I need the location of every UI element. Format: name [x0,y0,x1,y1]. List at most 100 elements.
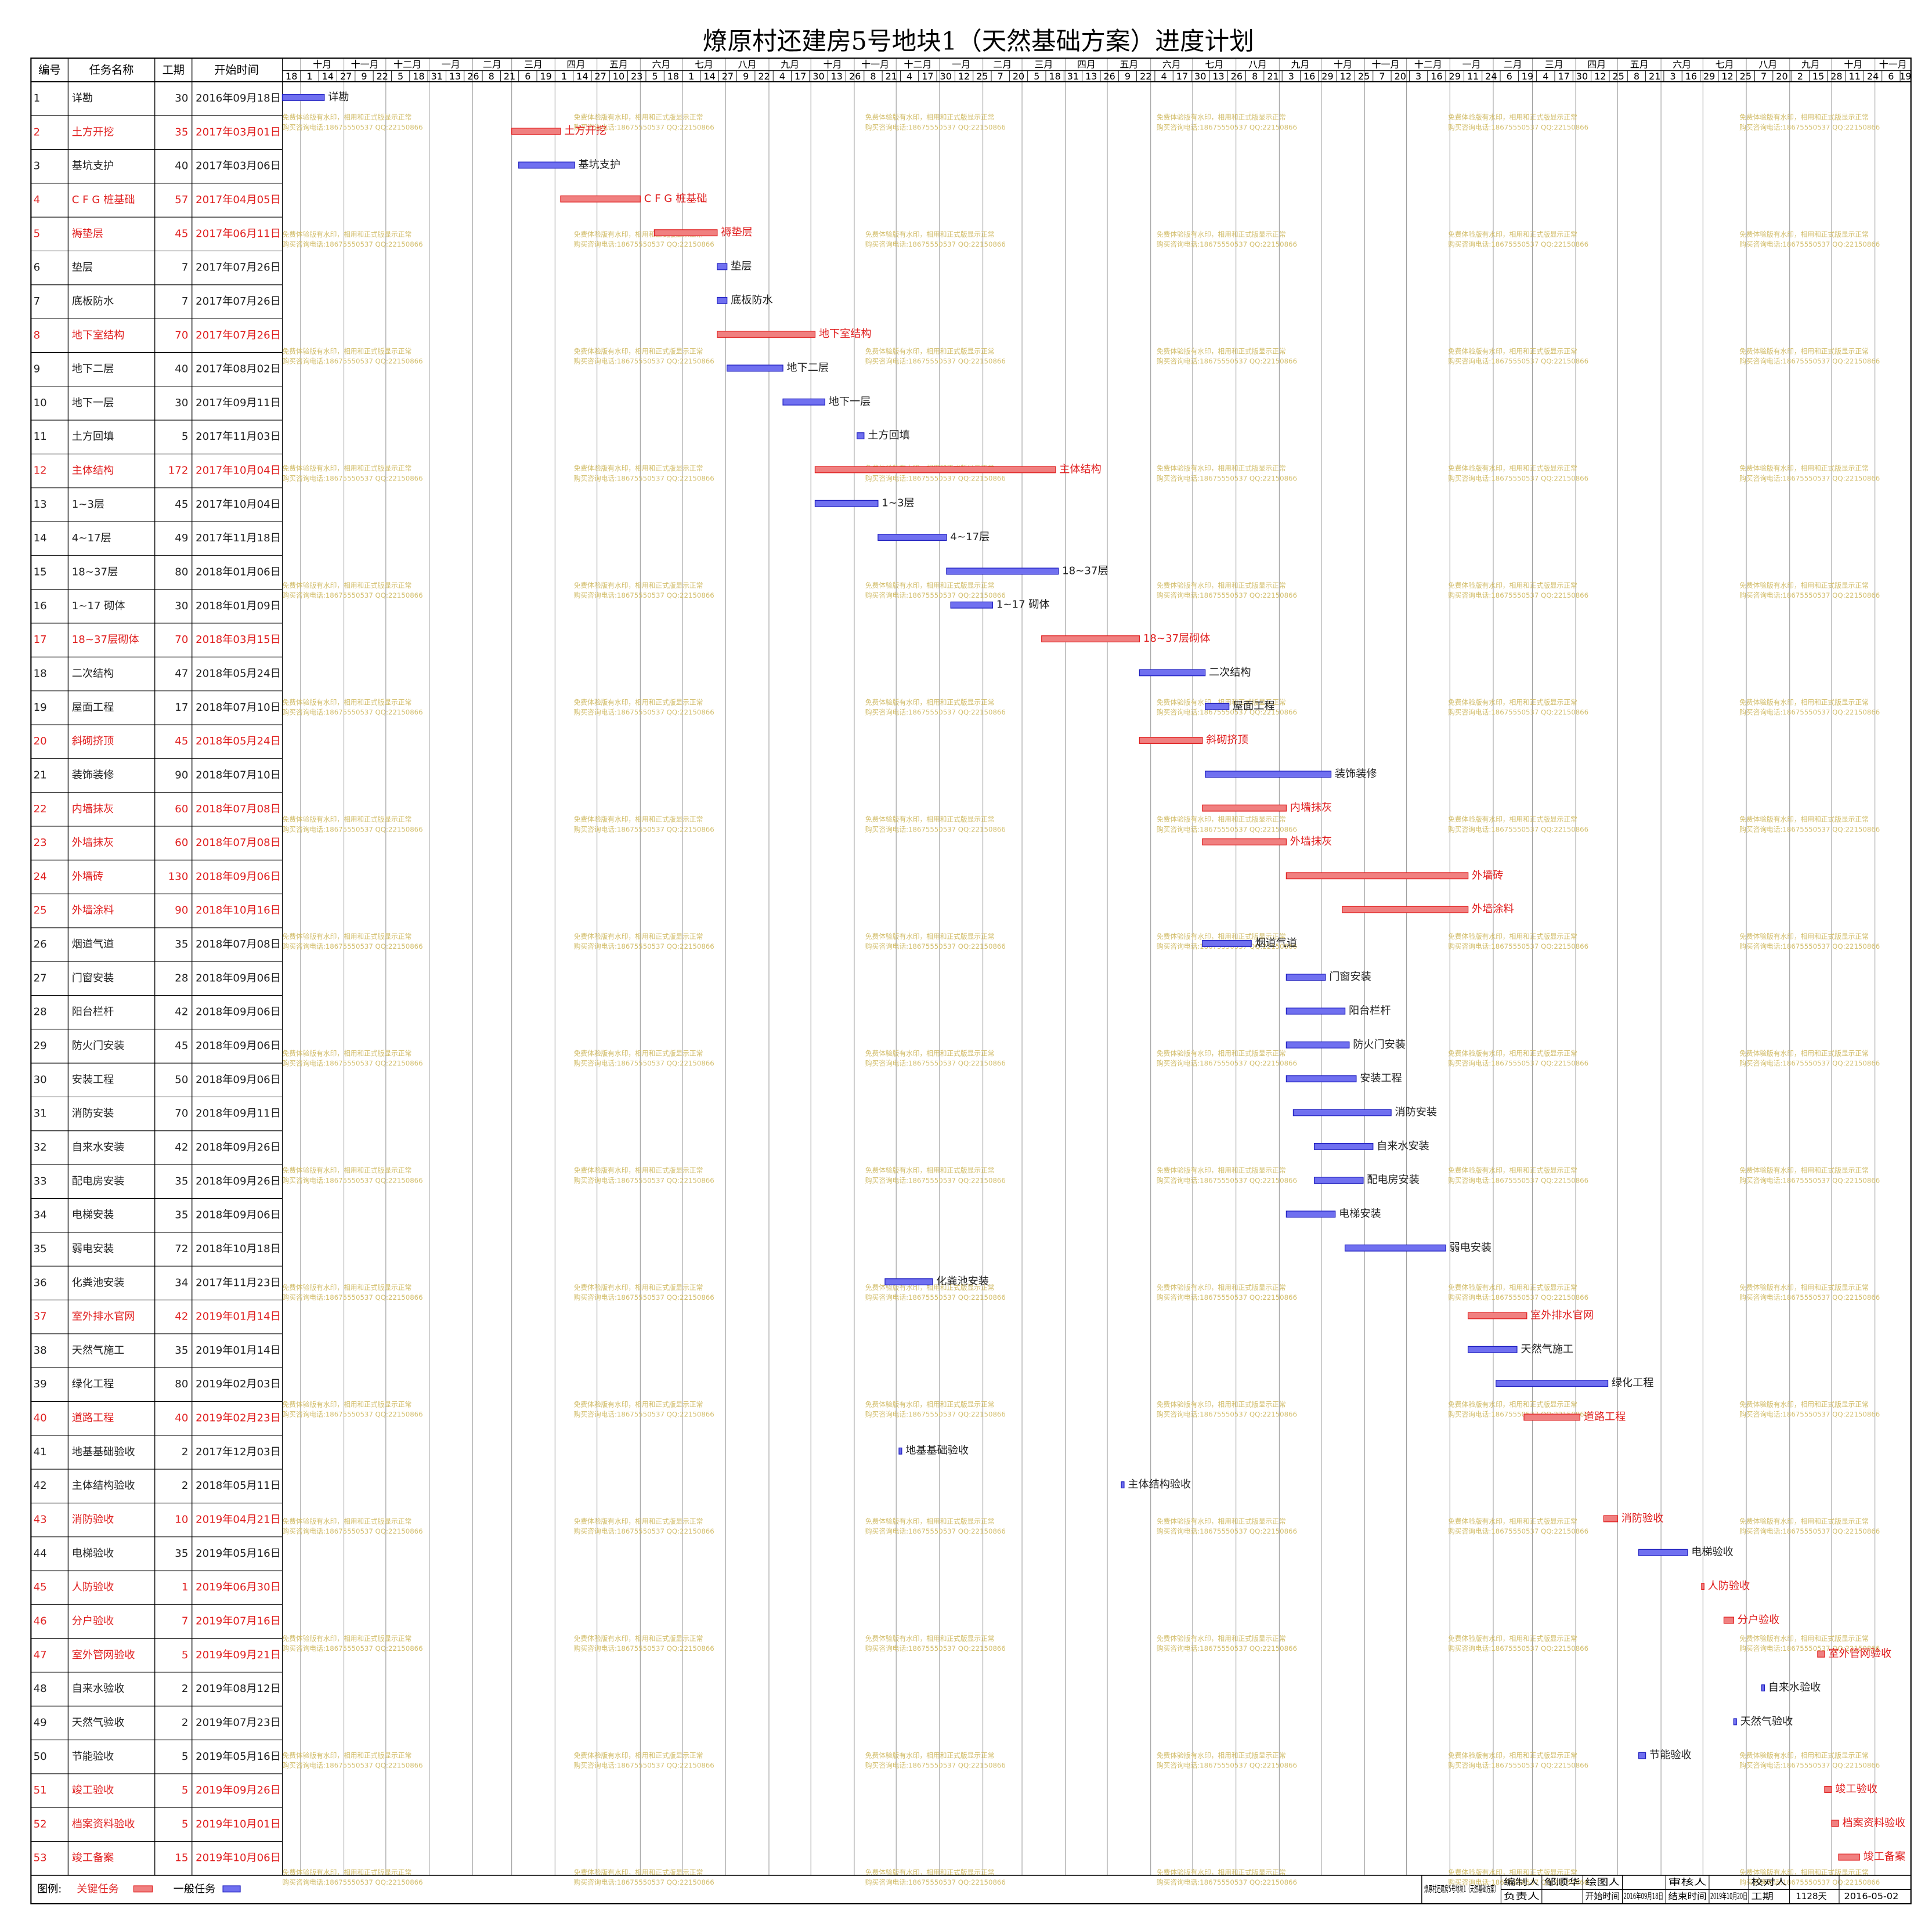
task-start: 2018年01月09日 [196,600,281,612]
bar-label: 档案资料验收 [1842,1817,1905,1829]
task-duration: 5 [182,1818,189,1830]
task-duration: 7 [182,1615,189,1628]
task-start: 2017年11月18日 [196,532,281,544]
task-name: 道路工程 [72,1412,114,1424]
watermark: 免费体验版有水印，相用和正式版显示正常 [1448,1050,1577,1058]
day-label: 24 [1867,71,1879,82]
task-id: 18 [34,667,47,679]
info-text: 工期 [1751,1891,1773,1901]
watermark: 购买咨询电话:18675550537 QQ:22150866 [865,1527,1006,1535]
task-id: 35 [34,1243,47,1255]
task-duration: 35 [175,1175,188,1187]
day-label: 12 [1594,71,1606,82]
task-name: 二次结构 [72,667,114,679]
watermark: 购买咨询电话:18675550537 QQ:22150866 [865,1644,1006,1653]
normal-bar [1292,1109,1392,1116]
watermark: 免费体验版有水印，相用和正式版显示正常 [1739,113,1869,121]
watermark: 购买咨询电话:18675550537 QQ:22150866 [1157,825,1297,833]
task-id: 28 [34,1006,47,1018]
watermark: 免费体验版有水印，相用和正式版显示正常 [574,1283,703,1292]
watermark: 免费体验版有水印，相用和正式版显示正常 [865,1283,995,1292]
watermark: 免费体验版有水印，相用和正式版显示正常 [574,1401,703,1409]
bar-label: 主体结构 [1059,463,1102,475]
day-label: 30 [1194,71,1206,82]
watermark: 购买咨询电话:18675550537 QQ:22150866 [574,1644,714,1653]
column-header: 任务名称 [89,63,134,77]
normal-bar [1496,1380,1609,1387]
watermark: 购买咨询电话:18675550537 QQ:22150866 [1739,708,1880,717]
task-start: 2018年05月11日 [196,1480,281,1492]
watermark: 购买咨询电话:18675550537 QQ:22150866 [865,474,1006,482]
day-label: 29 [1449,71,1461,82]
watermark: 免费体验版有水印，相用和正式版显示正常 [574,113,703,121]
bar-label: 阳台栏杆 [1349,1005,1391,1017]
task-duration: 45 [175,227,188,240]
task-id: 42 [34,1480,47,1492]
normal-bar [281,93,325,101]
bar-label: 安装工程 [1360,1072,1402,1084]
grid [282,58,1901,1875]
day-label: 26 [849,71,861,82]
task-start: 2018年07月08日 [196,938,281,950]
day-label: 27 [340,71,352,82]
month-label: 十一月 [1371,59,1399,70]
watermark: 免费体验版有水印，相用和正式版显示正常 [865,1166,995,1174]
task-duration: 80 [175,1378,188,1390]
task-start: 2017年07月26日 [196,329,281,341]
task-name: 绿化工程 [72,1378,114,1390]
normal-bar [518,161,575,169]
task-start: 2018年07月10日 [196,702,281,714]
critical-bar [1139,737,1203,744]
task-id: 14 [34,532,47,544]
task-start: 2016年09月18日 [196,92,281,104]
day-label: 9 [361,71,367,82]
task-start: 2017年11月03日 [196,431,281,443]
watermark: 免费体验版有水印，相用和正式版显示正常 [1448,1868,1577,1876]
task-duration: 45 [175,1040,188,1052]
task-name: 天然气验收 [72,1716,125,1729]
info-text: 邹顺华 [1544,1877,1580,1888]
watermark: 购买咨询电话:18675550537 QQ:22150866 [283,1762,423,1770]
day-label: 5 [652,71,658,82]
task-start: 2018年01月06日 [196,566,281,578]
day-label: 20 [1013,71,1024,82]
month-label: 一月 [952,59,970,70]
watermark: 免费体验版有水印，相用和正式版显示正常 [283,1166,412,1174]
info-text: 2019年10月20日 [1710,1891,1747,1901]
day-label: 5 [398,71,403,82]
normal-bar [782,398,825,406]
watermark: 购买咨询电话:18675550537 QQ:22150866 [574,474,714,482]
bar-label: 1~3层 [882,497,914,509]
day-label: 21 [886,71,897,82]
task-name: 竣工验收 [72,1784,114,1796]
watermark: 免费体验版有水印，相用和正式版显示正常 [1448,230,1577,238]
task-id: 26 [34,938,47,950]
day-label: 1 [561,71,567,82]
bar-label: 18~37层 [1062,565,1108,577]
watermark: 购买咨询电话:18675550537 QQ:22150866 [1157,591,1297,599]
watermark: 免费体验版有水印，相用和正式版显示正常 [283,1635,412,1643]
day-label: 14 [576,71,588,82]
task-id: 15 [34,566,47,578]
task-id: 13 [34,498,47,511]
table: 编号 任务名称 工期 开始时间 十月 十一月 十二月 一月 二月 三月 四月 五月 六月 七月 八月 九月 十月… [30,57,1912,1905]
bar-label: 道路工程 [1584,1411,1626,1423]
task-name: 地下室结构 [72,329,125,341]
day-label: 7 [998,71,1003,82]
legend-critical-swatch [133,1885,153,1893]
info-text: 2016年09月18日 [1624,1891,1663,1901]
task-id: 9 [34,363,41,375]
watermark: 购买咨询电话:18675550537 QQ:22150866 [1739,1176,1880,1184]
task-name: 装饰装修 [72,769,114,781]
task-duration: 5 [182,1784,189,1796]
bar-label: 配电房安装 [1367,1174,1420,1186]
info-text: 绘图人 [1585,1877,1620,1888]
task-name: 土方开挖 [72,126,114,138]
bar-label: 基坑支护 [578,159,620,171]
task-name: 4~17层 [72,532,111,544]
bar-label: 垫层 [731,261,752,273]
task-duration: 40 [175,1412,188,1424]
watermark: 购买咨询电话:18675550537 QQ:22150866 [1157,1293,1297,1301]
task-start: 2018年09月06日 [196,1209,281,1221]
watermark: 免费体验版有水印，相用和正式版显示正常 [574,815,703,823]
